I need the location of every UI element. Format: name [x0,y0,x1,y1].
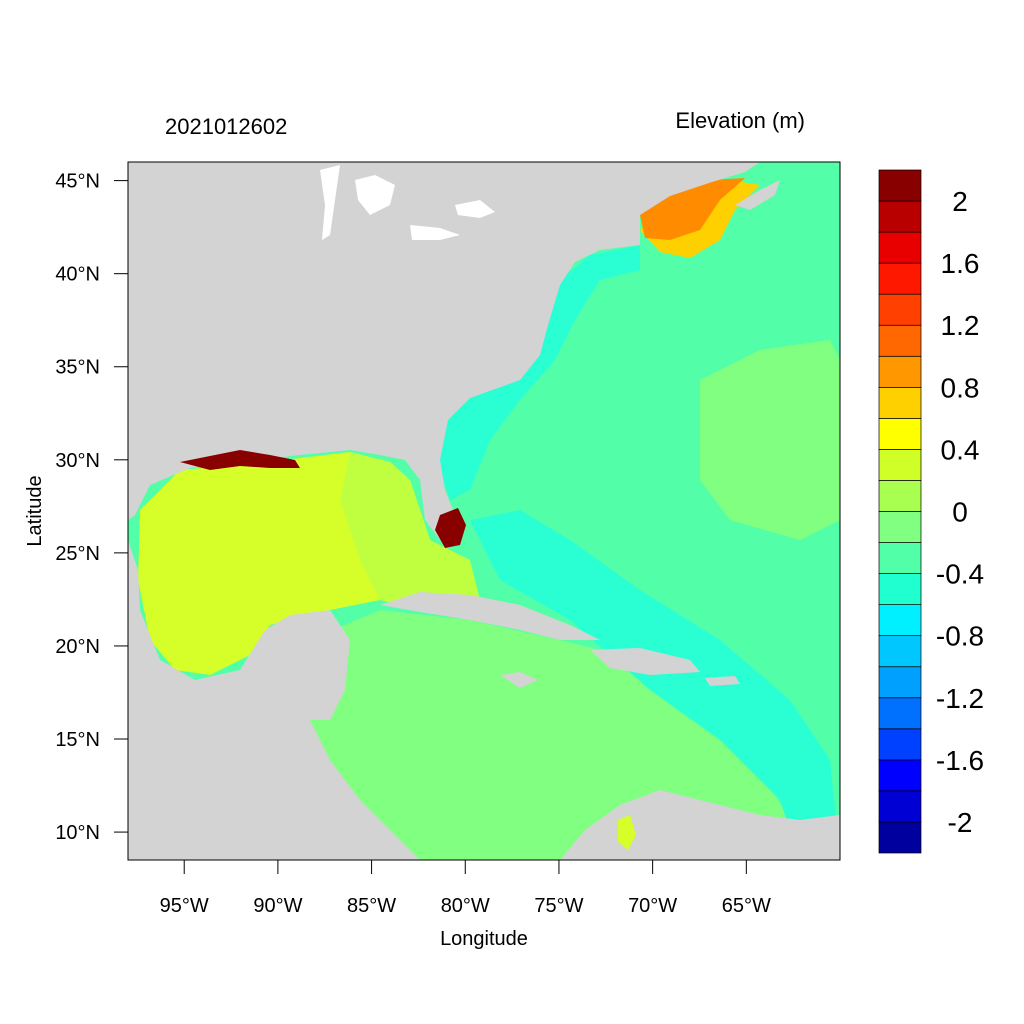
x-tick-label: 95°W [160,895,209,917]
y-tick-label: 15°N [55,729,100,751]
y-tick-label: 45°N [55,171,100,193]
x-tick-label: 90°W [253,895,302,917]
colorbar-swatch [878,169,922,202]
x-tick-label: 80°W [441,895,490,917]
colorbar [878,169,922,854]
map-variable-title: Elevation (m) [675,108,805,133]
map-frame [127,161,841,861]
x-axis-ticks: 95°W 90°W 85°W 80°W 75°W 70°W 65°W [160,860,771,917]
y-tick-label: 25°N [55,543,100,565]
gulf-east-field [340,452,480,610]
colorbar-label: 1.6 [941,248,980,279]
colorbar-swatch [878,418,922,450]
colorbar-label: 1.2 [941,310,980,341]
colorbar-label: -1.2 [936,683,984,714]
colorbar-label: -0.4 [936,559,984,590]
colorbar-swatch [878,728,922,761]
y-tick-label: 10°N [55,822,100,844]
maracaibo-lake-field [618,815,636,850]
map-plot-area [128,162,840,860]
colorbar-swatch [878,542,922,574]
y-axis-label: Latitude [24,475,46,546]
y-tick-label: 40°N [55,264,100,286]
colorbar-swatch [878,511,922,543]
colorbar-swatch [878,293,922,326]
x-tick-label: 65°W [722,895,771,917]
jamaica-land [500,672,538,688]
colorbar-swatch [878,355,922,388]
nova-scotia-land [735,180,780,210]
colorbar-swatch [878,231,922,264]
colorbar-swatch [878,449,922,481]
colorbar-swatch [878,790,922,823]
colorbar-label: -2 [948,807,973,838]
colorbar-swatch [878,635,922,668]
colorbar-label: 0 [952,497,968,528]
colorbar-swatch [878,821,922,854]
bahamas-shelf-field [470,510,840,860]
colorbar-label: 0.4 [941,434,980,465]
hispaniola-land [590,648,700,675]
map-date-title: 2021012602 [165,114,287,139]
colorbar-labels: 2 1.6 1.2 0.8 0.4 0 -0.4 -0.8 -1.2 -1.6 -2 [936,186,984,838]
colorbar-swatch [878,480,922,512]
colorbar-swatch [878,262,922,295]
x-tick-label: 85°W [347,895,396,917]
colorbar-swatch [878,759,922,792]
x-tick-label: 75°W [534,895,583,917]
great-lakes [320,165,495,240]
atlantic-east-field [700,340,840,540]
colorbar-swatch [878,604,922,637]
colorbar-swatch [878,324,922,357]
gulf-coast-surge-field [180,450,300,470]
colorbar-swatch [878,200,922,233]
colorbar-swatch [878,697,922,730]
mexico-central-america-land [128,540,420,860]
puerto-rico-land [705,676,740,686]
y-tick-label: 30°N [55,450,100,472]
florida-surge-field [435,508,466,548]
x-axis-label: Longitude [440,928,528,950]
colorbar-swatch [878,386,922,419]
colorbar-swatch [878,573,922,605]
y-axis-ticks: 45°N 40°N 35°N 30°N 25°N 20°N 15°N 10°N [55,171,128,844]
colorbar-label: 2 [952,186,968,217]
north-america-land [128,162,760,540]
colorbar-label: -1.6 [936,745,984,776]
colorbar-label: 0.8 [941,372,980,403]
east-coast-shelf-field [440,245,640,500]
y-tick-label: 35°N [55,357,100,379]
y-tick-label: 20°N [55,636,100,658]
colorbar-swatch [878,666,922,699]
cuba-land [380,592,600,640]
x-tick-label: 70°W [628,895,677,917]
colorbar-label: -0.8 [936,621,984,652]
